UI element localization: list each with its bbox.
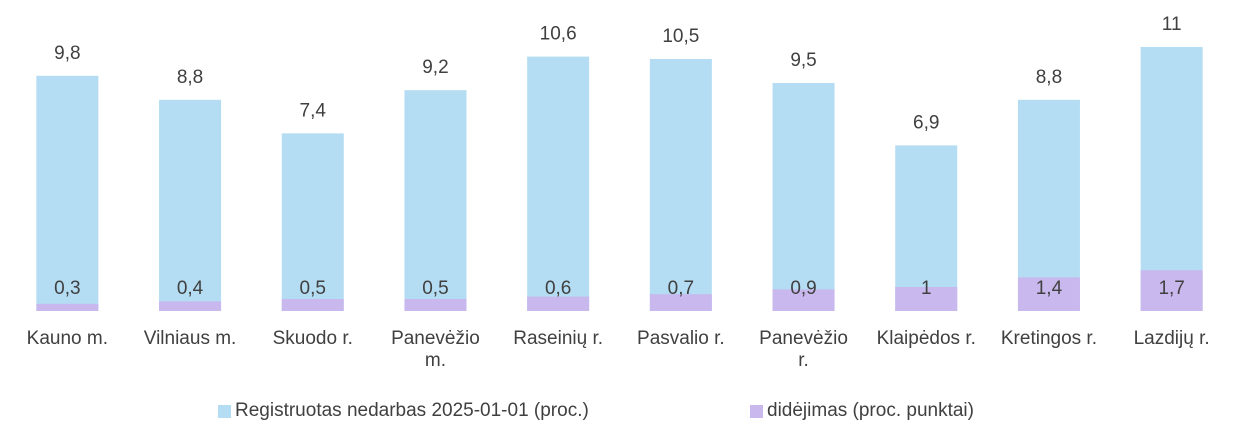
data-label: 1,7	[1158, 278, 1184, 299]
data-label: 0,3	[54, 278, 80, 299]
x-tick-label: Skuodo r.	[272, 328, 353, 349]
data-label: 7,4	[300, 100, 327, 121]
legend-swatch	[218, 404, 231, 418]
bar	[404, 299, 467, 311]
data-label: 8,8	[177, 67, 203, 88]
legend-swatch	[750, 404, 763, 418]
data-label: 0,4	[177, 278, 204, 299]
bar	[895, 145, 958, 311]
bar	[36, 303, 99, 311]
data-label: 0,6	[545, 278, 571, 299]
data-label: 0,5	[422, 278, 448, 299]
x-tick-label: Vilniaus m.	[143, 328, 237, 349]
data-label: 1	[921, 278, 932, 299]
legend-label: Registruotas nedarbas 2025-01-01 (proc.)	[235, 400, 589, 421]
bar	[772, 83, 835, 311]
bar	[1140, 270, 1203, 311]
data-label: 0,9	[790, 278, 816, 299]
data-label: 6,9	[913, 112, 939, 133]
x-tick-label: Pasvalio r.	[637, 328, 725, 349]
x-tick-label: Klaipėdos r.	[876, 328, 976, 349]
legend-label: didėjimas (proc. punktai)	[767, 400, 974, 421]
x-tick-label: Kauno m.	[26, 328, 108, 349]
bar	[649, 59, 712, 311]
data-label: 0,7	[668, 278, 694, 299]
data-label: 9,5	[790, 50, 816, 71]
bar	[895, 287, 958, 311]
bar	[159, 301, 222, 311]
data-label: 11	[1162, 14, 1182, 35]
bar	[281, 299, 344, 311]
bar	[1017, 277, 1080, 311]
bar	[1017, 99, 1080, 311]
bar	[159, 99, 222, 311]
data-label: 10,6	[540, 24, 577, 45]
x-tick-label: Raseinių r.	[513, 328, 604, 349]
bar	[1140, 47, 1203, 311]
bar	[36, 75, 99, 311]
data-label: 10,5	[662, 26, 699, 47]
x-tick-label: Panevėžio r.	[759, 328, 848, 371]
data-label: 9,8	[54, 43, 80, 64]
data-label: 9,2	[422, 57, 448, 78]
bar	[527, 56, 590, 311]
bar	[649, 294, 712, 311]
data-label: 0,5	[300, 278, 326, 299]
x-tick-label: Kretingos r.	[1000, 328, 1097, 349]
legend-item: Registruotas nedarbas 2025-01-01 (proc.)	[218, 400, 589, 422]
bar	[404, 90, 467, 311]
data-label: 8,8	[1036, 67, 1062, 88]
bar	[527, 296, 590, 311]
legend-item: didėjimas (proc. punktai)	[750, 400, 974, 422]
data-label: 1,4	[1036, 278, 1063, 299]
bar	[772, 289, 835, 311]
bar	[281, 133, 344, 311]
x-tick-label: Lazdijų r.	[1133, 328, 1210, 349]
x-tick-label: Panevėžio m.	[391, 328, 480, 371]
